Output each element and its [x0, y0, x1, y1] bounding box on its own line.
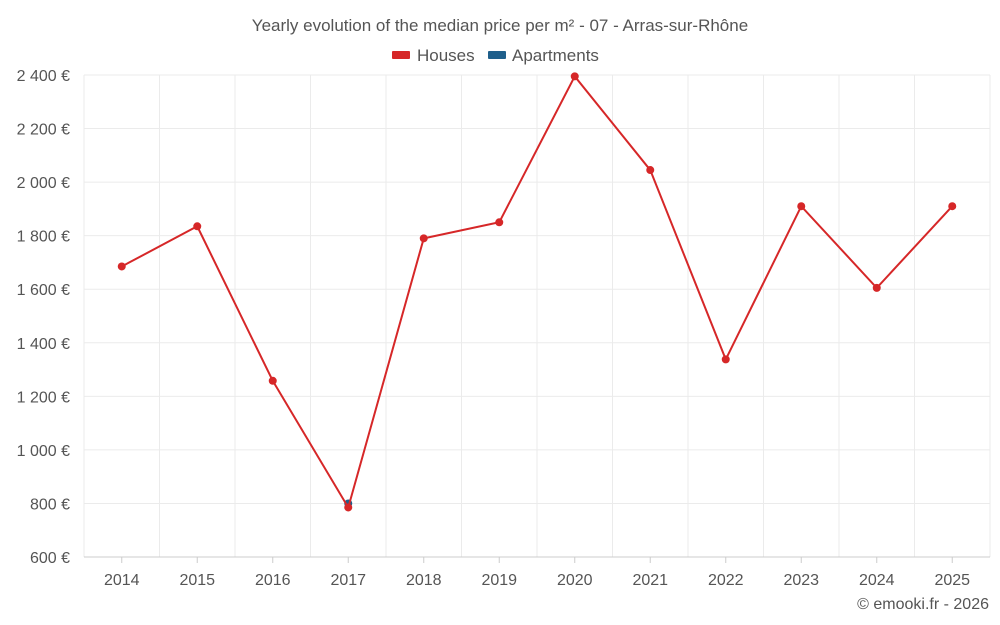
data-point-houses[interactable]	[268, 376, 277, 385]
x-tick-label: 2025	[934, 572, 970, 589]
x-tick-label: 2021	[632, 572, 668, 589]
legend-item-apartments[interactable]: Apartments	[488, 46, 599, 65]
legend-swatch-houses	[392, 51, 410, 59]
legend-label-apartments: Apartments	[512, 46, 599, 65]
data-point-houses[interactable]	[948, 202, 957, 211]
data-point-houses[interactable]	[193, 222, 202, 231]
x-tick-label: 2014	[104, 572, 140, 589]
legend-label-houses: Houses	[417, 46, 475, 65]
x-tick-label: 2017	[330, 572, 366, 589]
data-point-houses[interactable]	[646, 166, 655, 175]
grid	[83, 74, 991, 557]
y-tick-label: 1 200 €	[17, 389, 70, 406]
y-tick-label: 1 000 €	[17, 443, 70, 460]
y-axis-ticks: 600 € 800 € 1 000 € 1 200 € 1 400 € 1 600 € 1 …	[17, 68, 70, 567]
x-tick-label: 2018	[406, 572, 442, 589]
x-axis-ticks: 2014 2015 2016 2017 2018 2019 2020 2021 2022 2023…	[104, 557, 970, 589]
data-point-houses[interactable]	[344, 503, 353, 512]
x-tick-label: 2022	[708, 572, 744, 589]
data-point-houses[interactable]	[495, 218, 504, 227]
series-line-houses	[121, 74, 953, 510]
x-tick-label: 2023	[783, 572, 819, 589]
y-tick-label: 600 €	[30, 550, 70, 567]
data-point-houses[interactable]	[872, 283, 881, 292]
legend-item-houses[interactable]: Houses	[392, 46, 475, 65]
y-tick-label: 1 400 €	[17, 336, 70, 353]
data-point-houses[interactable]	[419, 234, 428, 243]
y-tick-label: 2 400 €	[17, 68, 70, 85]
x-tick-label: 2019	[481, 572, 517, 589]
data-point-houses[interactable]	[117, 262, 126, 271]
legend-swatch-apartments	[488, 51, 506, 59]
x-tick-label: 2024	[859, 572, 895, 589]
y-tick-label: 2 000 €	[17, 175, 70, 192]
credit-text: © emooki.fr - 2026	[857, 596, 989, 613]
series	[117, 72, 957, 512]
x-tick-label: 2020	[557, 572, 593, 589]
x-tick-label: 2015	[179, 572, 215, 589]
x-tick-label: 2016	[255, 572, 291, 589]
legend: Houses Apartments	[392, 46, 599, 65]
y-tick-label: 1 800 €	[17, 229, 70, 246]
y-tick-label: 800 €	[30, 496, 70, 513]
data-point-houses[interactable]	[570, 72, 579, 81]
y-tick-label: 2 200 €	[17, 122, 70, 139]
data-point-houses[interactable]	[721, 355, 730, 364]
chart-title: Yearly evolution of the median price per…	[252, 16, 748, 35]
y-tick-label: 1 600 €	[17, 282, 70, 299]
data-point-houses[interactable]	[797, 202, 806, 211]
